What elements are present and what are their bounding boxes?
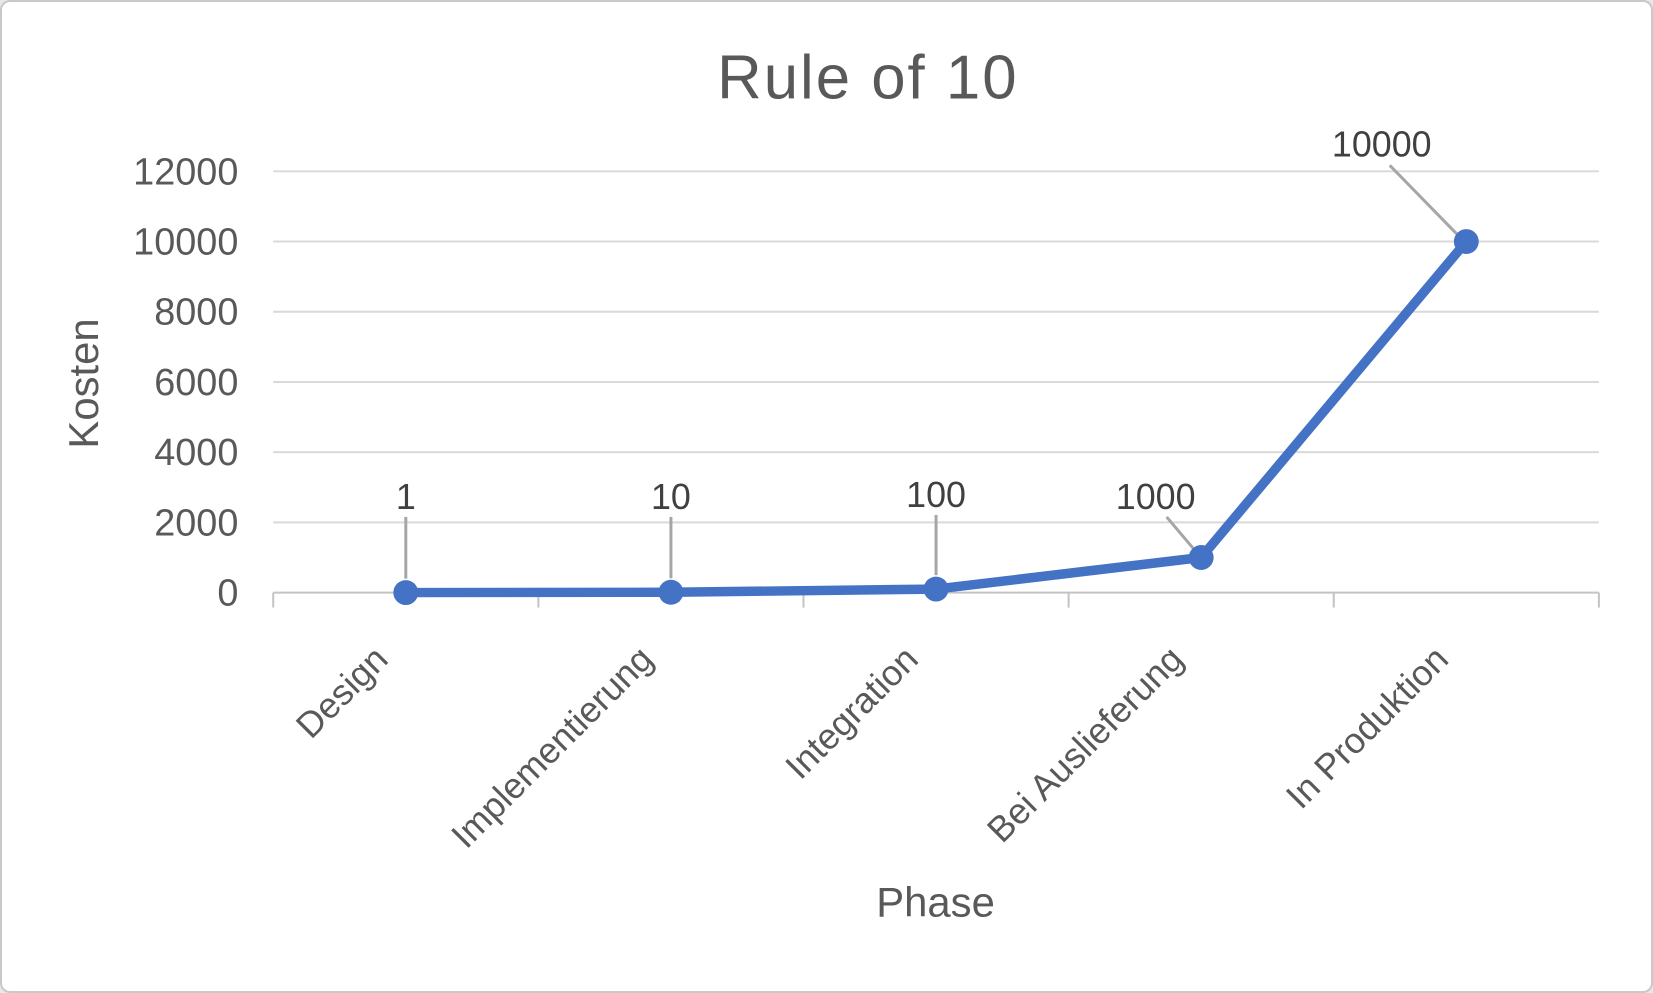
- data-label: 100: [906, 475, 966, 515]
- data-point-marker: [658, 579, 684, 605]
- data-label: 1: [396, 477, 416, 517]
- data-point-marker: [1188, 545, 1214, 570]
- category-labels-layer: Design Implementierung Integration Bei Ausl…: [288, 639, 1456, 856]
- x-axis-title: Phase: [876, 878, 995, 925]
- y-axis-tick-label: 4000: [154, 432, 238, 474]
- data-point-marker: [393, 580, 419, 606]
- y-axis-tick-label: 12000: [133, 151, 238, 193]
- data-label: 10: [651, 477, 691, 517]
- y-axis-tick-label: 2000: [154, 502, 238, 544]
- y-axis-tick-label: 10000: [133, 221, 238, 263]
- y-axis-tick-labels-layer: 0 2000 4000 6000 8000 10000 12000: [133, 151, 238, 614]
- data-point-marker: [1453, 229, 1479, 254]
- data-label: 10000: [1332, 124, 1432, 164]
- category-label: Bei Auslieferung: [979, 639, 1190, 850]
- category-label: Design: [288, 639, 395, 746]
- category-label: Implementierung: [444, 639, 661, 856]
- data-label-leader-line: [1165, 515, 1196, 551]
- y-axis-tick-label: 6000: [154, 362, 238, 404]
- data-label-leader-lines-layer: [404, 164, 1460, 579]
- y-axis-tick-label: 8000: [154, 292, 238, 334]
- y-axis-title: Kosten: [60, 318, 107, 448]
- category-label: Integration: [778, 639, 926, 787]
- gridlines-layer: [273, 170, 1599, 524]
- y-axis-tick-label: 0: [217, 573, 238, 615]
- chart-title: Rule of 10: [717, 44, 1018, 113]
- category-label: In Produktion: [1278, 639, 1456, 817]
- data-labels-layer: 1 10 100 1000 10000: [396, 124, 1432, 517]
- data-label: 1000: [1116, 477, 1196, 517]
- data-label-leader-line: [1388, 164, 1460, 237]
- data-series-layer: [393, 229, 1479, 606]
- data-point-marker: [923, 576, 949, 602]
